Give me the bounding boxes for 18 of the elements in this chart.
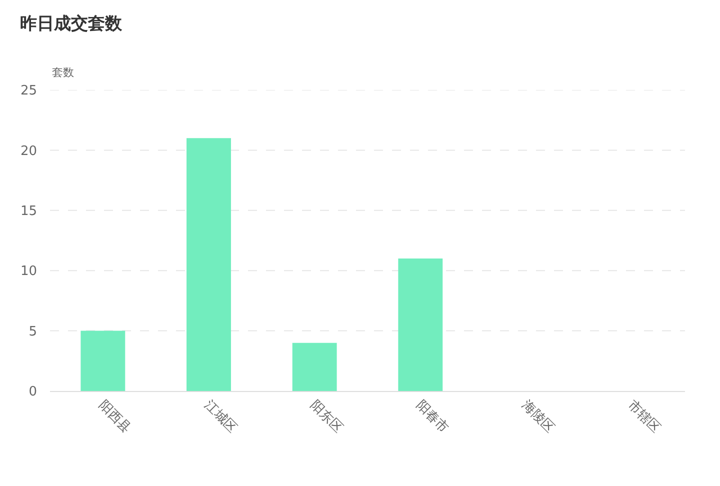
x-tick-label: 市辖区	[624, 398, 663, 436]
y-axis-title: 套数	[52, 66, 74, 79]
y-tick-label: 15	[20, 204, 37, 219]
y-tick-label: 0	[28, 384, 37, 400]
x-tick-label: 江城区	[201, 398, 240, 436]
y-tick-label: 5	[28, 324, 37, 340]
x-tick-label: 海陵区	[518, 398, 558, 436]
y-tick-label: 10	[20, 264, 37, 280]
y-tick-label: 20	[20, 144, 37, 159]
x-tick-label: 阳春市	[412, 398, 452, 436]
bar	[80, 330, 126, 391]
bar	[186, 138, 231, 391]
x-tick-label: 阳东区	[307, 398, 346, 436]
x-tick-label: 阳西县	[95, 398, 134, 436]
chart-title: 昨日成交套数	[20, 14, 124, 34]
bar	[292, 342, 337, 391]
bar	[398, 258, 443, 391]
y-tick-label: 25	[20, 84, 37, 99]
